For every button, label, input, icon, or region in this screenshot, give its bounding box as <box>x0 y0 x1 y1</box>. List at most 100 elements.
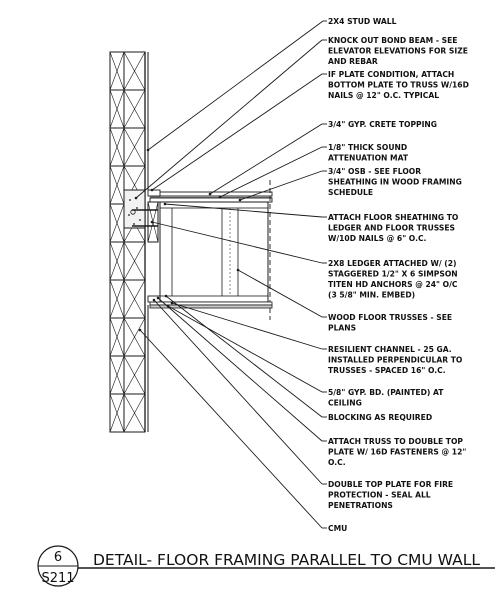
detail-title: DETAIL- FLOOR FRAMING PARALLEL TO CMU WA… <box>93 551 480 569</box>
note-line: ELEVATOR ELEVATIONS FOR SIZE <box>328 47 468 56</box>
note-line: BLOCKING AS REQUIRED <box>328 413 432 422</box>
leader-dot <box>134 196 138 200</box>
note-11: 5/8" GYP. BD. (PAINTED) AT CEILING <box>328 388 444 408</box>
cmu-block-hatch <box>123 241 146 281</box>
leader-line <box>219 146 323 198</box>
leader-dot <box>152 298 156 302</box>
bond-beam-stipple <box>128 214 130 216</box>
cmu-block-hatch <box>109 165 125 205</box>
note-line: 2X8 LEDGER ATTACHED W/ (2) <box>328 259 457 268</box>
cmu-block-hatch <box>123 393 146 433</box>
note-line: RESILIENT CHANNEL - 25 GA. <box>328 345 452 354</box>
leader-line <box>167 305 323 393</box>
leader-line <box>209 123 323 195</box>
cmu-block-hatch <box>109 89 125 129</box>
note-line: SCHEDULE <box>328 188 373 197</box>
note-7: ATTACH FLOOR SHEATHING TO LEDGER AND FLOO… <box>328 213 459 243</box>
cmu-wall-section <box>109 51 149 433</box>
leader-dot <box>218 195 222 199</box>
cmu-block-hatch <box>109 203 125 243</box>
wood-floor-truss <box>159 201 269 303</box>
note-line: NAILS @ 12" O.C. TYPICAL <box>328 91 439 100</box>
note-line: IF PLATE CONDITION, ATTACH <box>328 70 454 79</box>
leader-line <box>153 299 323 485</box>
cmu-block-hatch <box>109 127 125 167</box>
cmu-block-hatch <box>109 279 125 319</box>
note-line: 3/4" OSB - SEE FLOOR <box>328 167 421 176</box>
note-line: PLATE W/ 16D FASTENERS @ 12" <box>328 448 466 457</box>
note-line: AND REBAR <box>328 57 378 66</box>
resilient-channel <box>149 301 273 306</box>
leader-lines <box>134 20 327 529</box>
leader-dot <box>238 198 242 202</box>
note-line: O.C. <box>328 458 346 467</box>
cmu-block-hatch <box>109 317 125 357</box>
osb-sheathing <box>149 197 273 203</box>
note-line: CEILING <box>328 399 362 408</box>
detail-number: 6 <box>54 550 62 565</box>
bond-beam-stipple <box>136 207 138 209</box>
cmu-block-hatch <box>123 355 146 395</box>
cmu-block-hatch <box>123 279 146 319</box>
leader-line <box>157 297 323 442</box>
leader-line <box>239 170 323 201</box>
note-line: LEDGER AND FLOOR TRUSSES <box>328 224 455 233</box>
sound-mat <box>150 196 272 198</box>
leader-dot <box>150 188 154 192</box>
cmu-block-hatch <box>109 393 125 433</box>
leader-line <box>165 295 323 418</box>
leader-line <box>171 302 323 350</box>
note-line: INSTALLED PERPENDICULAR TO <box>328 356 463 365</box>
note-line: CMU <box>328 524 347 533</box>
note-line: TRUSSES - SPACED 16" O.C. <box>328 366 446 375</box>
note-line: PLANS <box>328 324 356 333</box>
note-2: KNOCK OUT BOND BEAM - SEE ELEVATOR ELEVAT… <box>328 36 468 66</box>
leader-dot <box>170 301 174 305</box>
note-10: RESILIENT CHANNEL - 25 GA. INSTALLED PERP… <box>328 345 463 375</box>
leader-line <box>139 329 323 529</box>
leader-line <box>164 203 323 218</box>
leader-dot <box>208 192 212 196</box>
note-line: 5/8" GYP. BD. (PAINTED) AT <box>328 388 444 397</box>
cmu-block-hatch <box>123 317 146 357</box>
note-14: DOUBLE TOP PLATE FOR FIRE PROTECTION - SE… <box>328 480 453 510</box>
note-line: STAGGERED 1/2" X 6 SIMPSON <box>328 270 458 279</box>
note-line: ATTENUATION MAT <box>328 154 409 163</box>
cmu-block-hatch <box>123 51 146 91</box>
note-6: 3/4" OSB - SEE FLOOR SHEATHING IN WOOD FR… <box>328 167 462 197</box>
note-line: 1/8" THICK SOUND <box>328 143 407 152</box>
leader-line <box>135 39 323 199</box>
note-4: 3/4" GYP. CRETE TOPPING <box>328 120 437 129</box>
leader-line <box>147 20 324 151</box>
note-1: 2X4 STUD WALL <box>328 17 397 26</box>
note-line: 2X4 STUD WALL <box>328 17 397 26</box>
note-line: TITEN HD ANCHORS @ 24" O/C <box>328 280 458 289</box>
leader-dot <box>164 294 168 298</box>
detail-title-block: 6 S211 DETAIL- FLOOR FRAMING PARALLEL TO… <box>37 545 495 587</box>
leader-line <box>151 73 323 191</box>
cmu-block-hatch <box>109 51 125 91</box>
note-13: ATTACH TRUSS TO DOUBLE TOP PLATE W/ 16D F… <box>328 437 466 467</box>
bond-beam-stipple <box>133 223 135 225</box>
bond-beam-stipple <box>129 199 131 201</box>
note-line: ATTACH FLOOR SHEATHING TO <box>328 213 459 222</box>
leader-dot <box>146 148 150 152</box>
cmu-block-hatch <box>123 127 146 167</box>
leader-dot <box>236 268 240 272</box>
note-line: SHEATHING IN WOOD FRAMING <box>328 178 462 187</box>
cmu-block-hatch <box>123 89 146 129</box>
leader-dot <box>138 328 142 332</box>
note-line: PENETRATIONS <box>328 501 393 510</box>
note-5: 1/8" THICK SOUND ATTENUATION MAT <box>328 143 409 163</box>
note-line: ATTACH TRUSS TO DOUBLE TOP <box>328 437 463 446</box>
bond-beam <box>123 189 146 229</box>
sheet-number: S211 <box>41 571 74 586</box>
cmu-block-hatch <box>109 241 125 281</box>
leader-line <box>151 221 323 264</box>
leader-dot <box>163 202 167 206</box>
note-12: BLOCKING AS REQUIRED <box>328 413 432 422</box>
bottom-plate <box>147 189 161 197</box>
note-line: DOUBLE TOP PLATE FOR FIRE <box>328 480 453 489</box>
note-9: WOOD FLOOR TRUSSES - SEE PLANS <box>328 313 452 333</box>
